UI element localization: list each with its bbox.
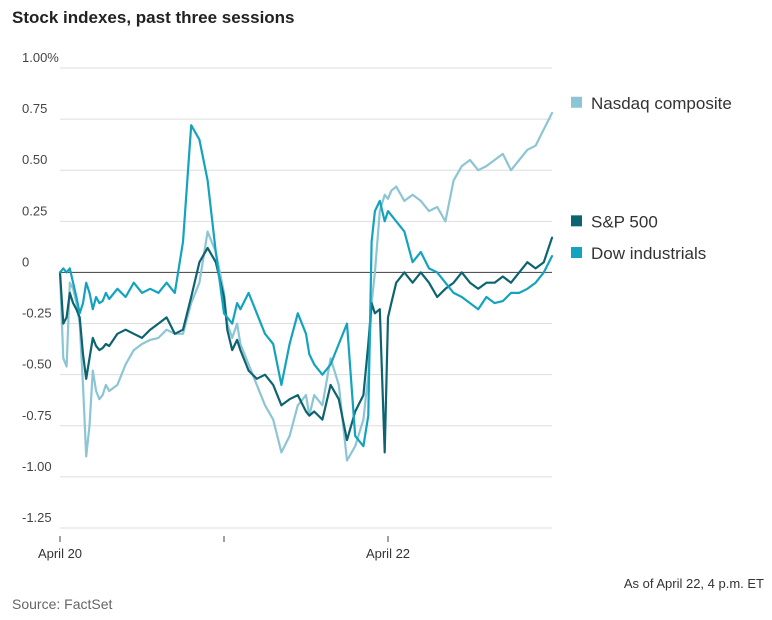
legend-swatch [571,96,582,108]
legend-label: Nasdaq composite [591,94,732,113]
source-note: Source: FactSet [12,596,113,612]
legend-label: S&P 500 [591,212,658,231]
gridlines [60,67,552,529]
y-tick-label: -1.00 [22,459,52,474]
y-tick-label: -0.25 [22,306,52,321]
x-tick-label: April 20 [38,546,82,561]
legend-swatch [571,215,582,227]
legend: Nasdaq composite S&P 500 Dow industrials [571,94,732,263]
y-tick-label: -0.75 [22,408,52,423]
y-tick-label: 0 [22,254,29,269]
y-tick-label: 1.00% [22,50,59,65]
x-tick-label: April 22 [366,546,410,561]
y-axis-ticks: 1.00% 0.75 0.50 0.25 0 -0.25 -0.50 -0.75 -1.00 -1… [22,50,59,525]
timestamp-note: As of April 22, 4 p.m. ET [623,576,764,591]
series-lines [58,111,554,462]
y-tick-label: -0.50 [22,357,52,372]
legend-swatch [571,247,582,259]
y-tick-label: 0.25 [22,203,47,218]
legend-label: Dow industrials [591,244,706,263]
y-tick-label: -1.25 [22,510,52,525]
y-tick-label: 0.75 [22,101,47,116]
y-tick-label: 0.50 [22,152,47,167]
series-line [58,236,554,454]
x-axis: April 20 April 22 [38,536,410,561]
series-line [58,111,554,462]
series-line [58,124,554,448]
chart-title: Stock indexes, past three sessions [12,8,295,27]
